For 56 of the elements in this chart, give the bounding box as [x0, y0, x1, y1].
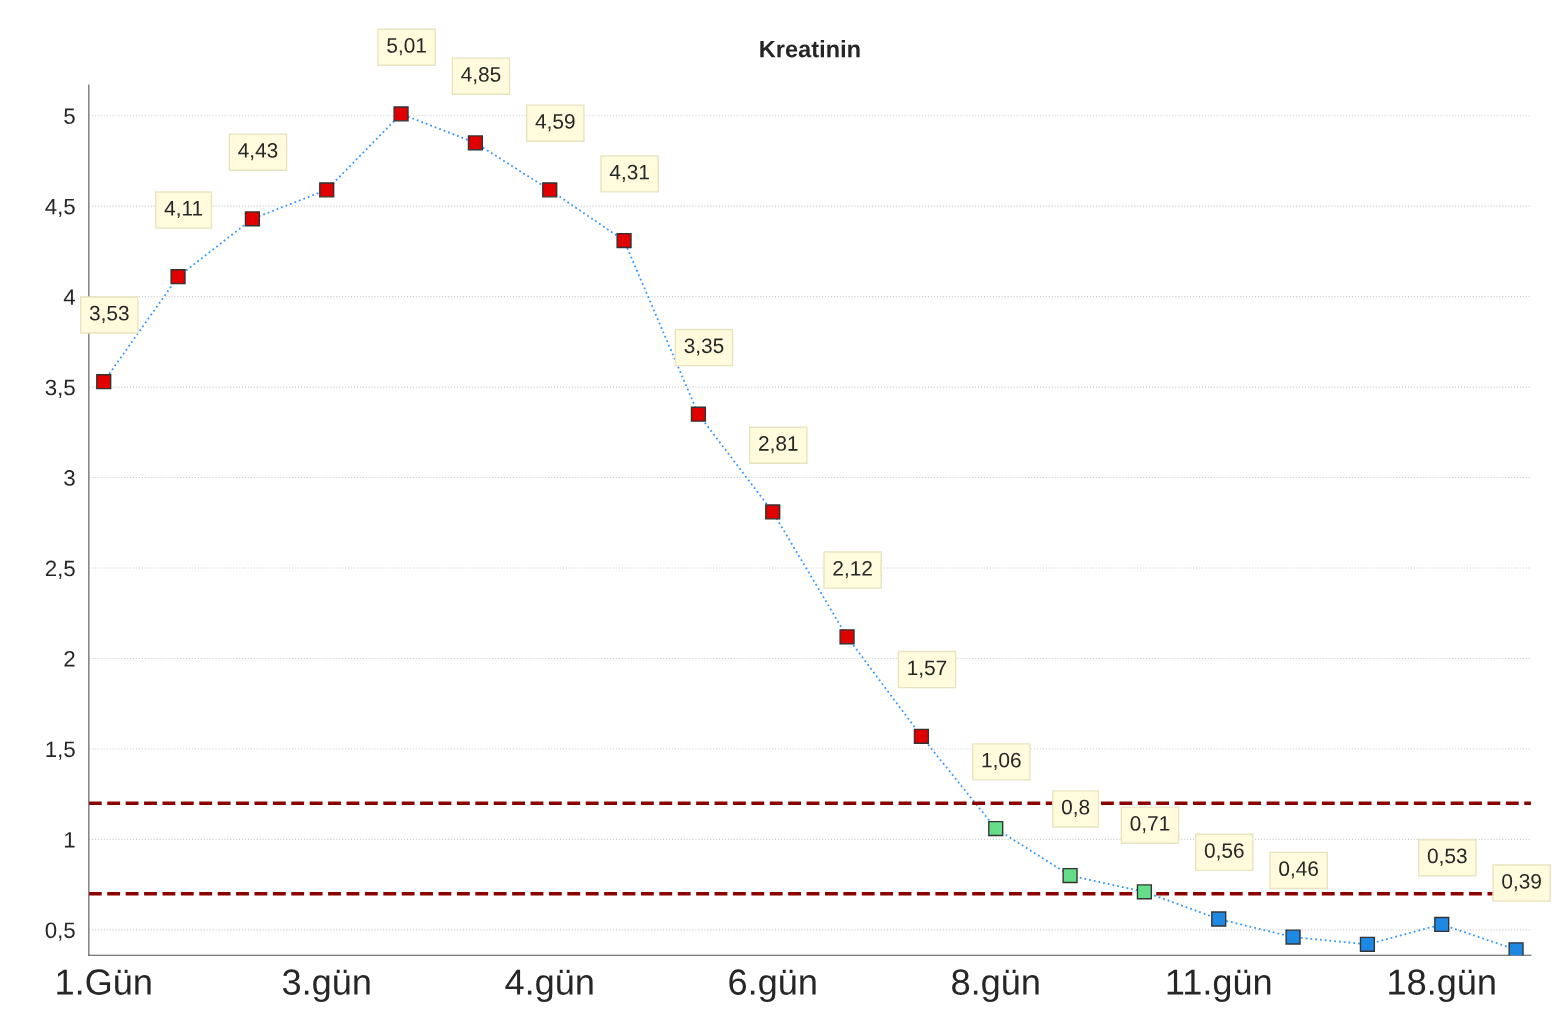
data-label: 0,46	[1279, 861, 1318, 879]
point	[765, 504, 781, 520]
x-tick-label: 11.gün	[1167, 969, 1271, 1003]
y-tick-label: 1,5	[46, 741, 75, 760]
point	[1285, 929, 1301, 945]
point	[542, 182, 558, 198]
y-tick-label: 2,5	[45, 560, 75, 579]
data-label: 3,53	[89, 305, 129, 324]
point	[1136, 884, 1153, 900]
data-label: 2,81	[759, 436, 798, 454]
y-tick-label: 3	[64, 470, 75, 486]
x-tick-label: 18.gün	[1389, 969, 1495, 1003]
x-tick-label: 8.gün	[952, 969, 1039, 1003]
y-tick-label: 1	[65, 832, 75, 848]
point	[616, 232, 632, 249]
data-label: 4,43	[238, 143, 278, 161]
data-label: 0,8	[1061, 799, 1090, 817]
point	[319, 182, 335, 198]
point	[913, 728, 930, 744]
point	[988, 820, 1004, 837]
y-tick-label: 3,5	[45, 379, 75, 398]
y-tick-label: 4,5	[45, 198, 75, 218]
data-label: 1,06	[982, 752, 1021, 770]
data-label: 0,56	[1204, 843, 1244, 861]
x-tick-label: 3.gün	[282, 969, 370, 1003]
point	[1211, 911, 1227, 927]
data-label: 0,53	[1427, 848, 1467, 866]
data-label: 3,35	[684, 338, 724, 356]
x-tick-label: 6.gün	[729, 969, 816, 1003]
x-tick-label: 1.Gün	[57, 969, 151, 995]
data-label: 4,59	[535, 114, 575, 132]
point	[1062, 867, 1078, 884]
chart-title: Kreatinin	[760, 40, 860, 58]
data-label: 0,71	[1130, 816, 1170, 834]
data-label: 2,12	[833, 560, 872, 579]
data-label: 1,57	[908, 660, 947, 678]
point	[96, 374, 112, 390]
y-tick-label: 2	[64, 651, 75, 667]
y-tick-label: 0,5	[45, 922, 75, 941]
point	[170, 269, 186, 285]
y-tick-label: 4	[63, 289, 76, 305]
point	[467, 135, 484, 151]
point	[393, 106, 409, 122]
data-label: 4,85	[461, 67, 501, 85]
point	[1359, 936, 1376, 952]
data-label: 4,11	[164, 201, 203, 219]
data-label: 0,39	[1502, 873, 1541, 892]
y-tick-label: 5	[64, 108, 75, 124]
point	[1508, 942, 1524, 956]
x-tick-label: 4.gün	[505, 969, 593, 1003]
data-label: 4,31	[609, 164, 649, 182]
point	[1434, 916, 1450, 933]
point	[690, 406, 707, 422]
data-label: 5,01	[387, 38, 426, 56]
point	[839, 629, 855, 645]
point	[244, 211, 261, 227]
